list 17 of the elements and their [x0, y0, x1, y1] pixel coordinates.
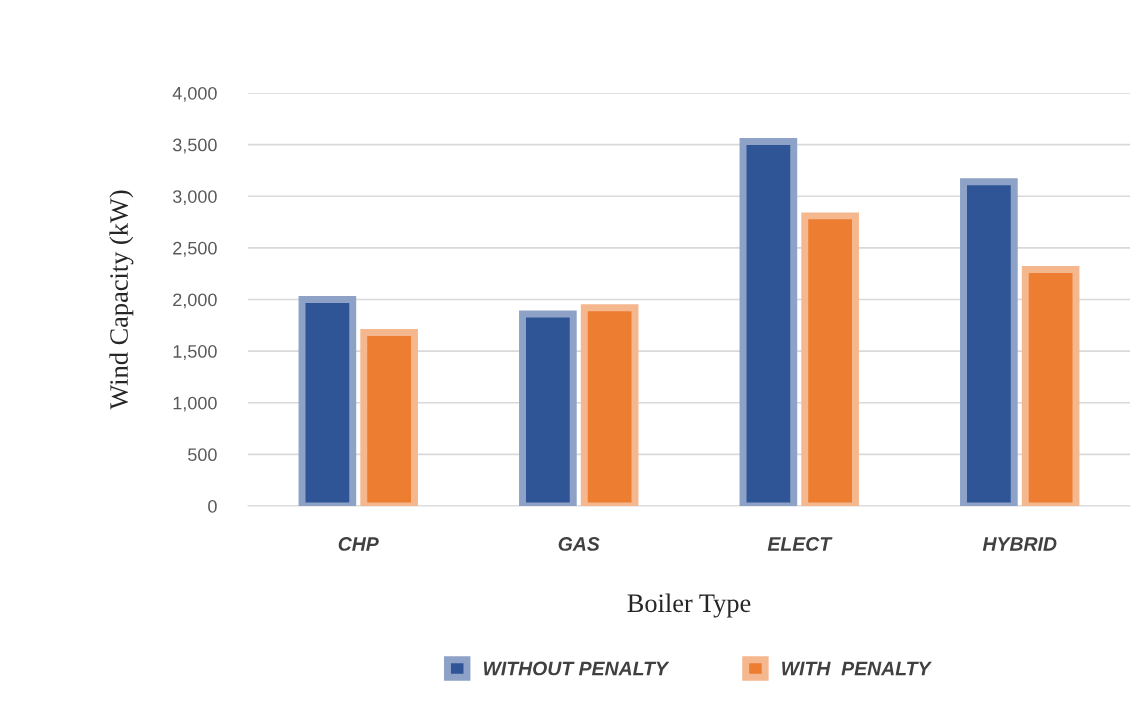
x-tick-label: HYBRID — [982, 537, 1057, 551]
x-tick-label: GAS — [558, 537, 600, 551]
y-axis-title: Wind Capacity (kW) — [109, 190, 134, 410]
x-axis-title: Boiler Type — [627, 593, 751, 618]
y-tick-label: 2,500 — [173, 241, 217, 257]
y-tick-label: 2,000 — [173, 293, 217, 309]
x-tick-label: ELECT — [767, 537, 833, 551]
legend-label: WITH PENALTY — [782, 661, 932, 676]
y-tick-label: 3,500 — [172, 138, 217, 154]
y-tick-label: 500 — [188, 448, 217, 462]
y-tick-label: 1,000 — [173, 396, 217, 412]
y-tick-label: 1,500 — [173, 345, 217, 360]
legend-label: WITHOUT PENALTY — [483, 661, 670, 676]
y-tick-label: 3,000 — [172, 190, 217, 206]
x-tick-label: CHP — [338, 537, 379, 551]
y-tick-label: 4,000 — [172, 86, 217, 102]
y-tick-label: 0 — [208, 499, 217, 513]
